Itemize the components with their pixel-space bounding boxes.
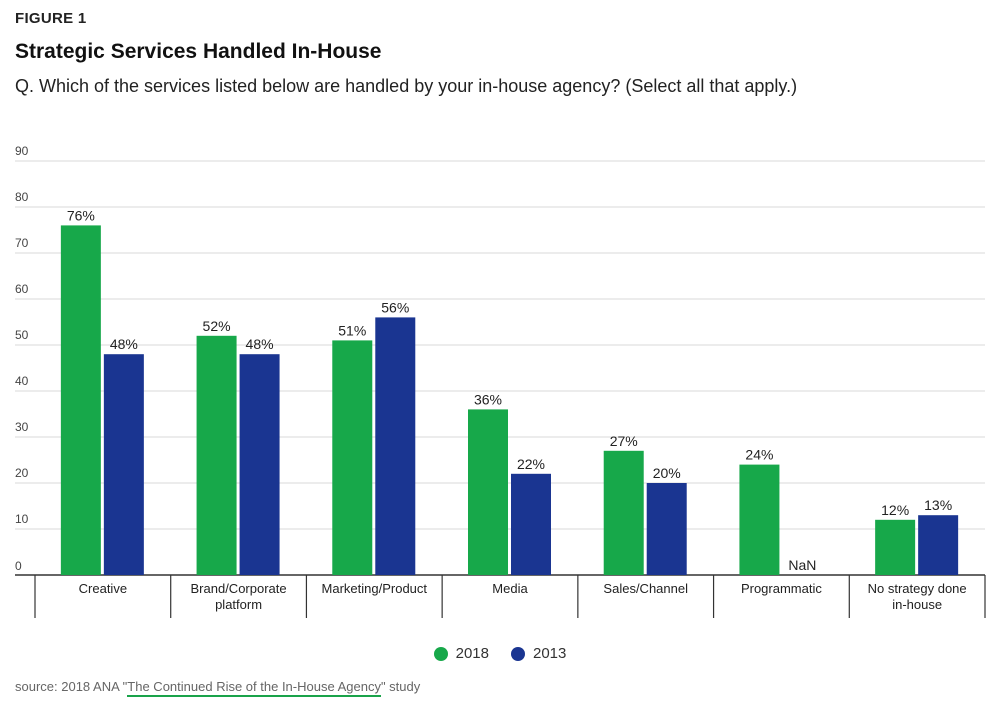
- source-suffix: " study: [380, 679, 421, 694]
- y-tick-label: 50: [15, 328, 29, 342]
- data-label: 27%: [610, 433, 638, 449]
- legend-item-2018: 2018: [433, 645, 489, 662]
- bar-2013: [239, 354, 280, 575]
- y-tick-label: 60: [15, 282, 29, 296]
- category-label: platform: [215, 597, 262, 612]
- bar-2018: [603, 450, 644, 575]
- y-tick-label: 10: [15, 512, 29, 526]
- data-label: 48%: [110, 336, 138, 352]
- legend: 2018 2013: [0, 645, 1000, 662]
- y-tick-label: 80: [15, 190, 29, 204]
- chart-subtitle: Q. Which of the services listed below ar…: [15, 76, 798, 96]
- y-tick-label: 30: [15, 420, 29, 434]
- source-note: source: 2018 ANA "The Continued Rise of …: [15, 679, 421, 697]
- legend-label-2018: 2018: [455, 645, 489, 662]
- legend-item-2013: 2013: [511, 645, 566, 662]
- bar-2018: [60, 225, 101, 575]
- data-label: 22%: [517, 456, 545, 472]
- y-tick-label: 90: [15, 144, 29, 158]
- legend-swatch-2018: [433, 646, 448, 661]
- legend-swatch-2013: [511, 646, 525, 661]
- bar-2013: [375, 317, 416, 575]
- category-label: Media: [492, 581, 528, 596]
- category-label: No strategy done: [868, 581, 967, 596]
- data-label: 76%: [67, 207, 95, 223]
- y-tick-label: 40: [15, 374, 29, 388]
- data-label: NaN: [788, 557, 816, 573]
- y-tick-label: 0: [15, 559, 22, 573]
- category-label: in-house: [892, 597, 942, 612]
- data-label: 56%: [381, 299, 409, 315]
- bar-2013: [918, 515, 959, 575]
- data-label: 36%: [474, 391, 502, 407]
- category-label: Creative: [79, 581, 127, 596]
- source-link[interactable]: The Continued Rise of the In-House Agenc…: [127, 679, 381, 697]
- y-tick-label: 70: [15, 236, 29, 250]
- data-label: 24%: [745, 447, 773, 463]
- bar-2018: [875, 519, 916, 575]
- category-label: Marketing/Product: [322, 581, 428, 596]
- category-label: Sales/Channel: [603, 581, 688, 596]
- y-tick-label: 20: [15, 466, 29, 480]
- bar-2018: [332, 340, 373, 575]
- bar-2013: [511, 473, 551, 575]
- bar-2013: [103, 354, 144, 575]
- bar-2013: [646, 483, 687, 575]
- bar-2018: [468, 409, 508, 575]
- data-label: 52%: [203, 318, 231, 334]
- bar-2018: [739, 464, 780, 575]
- bar-2018: [196, 335, 237, 575]
- data-label: 20%: [653, 465, 681, 481]
- source-prefix: source: 2018 ANA ": [15, 679, 128, 694]
- data-label: 13%: [924, 497, 952, 513]
- category-label: Brand/Corporate: [191, 581, 287, 596]
- data-label: 48%: [246, 336, 274, 352]
- category-label: Programmatic: [741, 581, 822, 596]
- figure-label: FIGURE 1: [15, 10, 87, 27]
- data-label: 51%: [338, 322, 366, 338]
- legend-label-2013: 2013: [533, 645, 567, 662]
- data-label: 12%: [881, 502, 909, 518]
- chart-title: Strategic Services Handled In-House: [15, 40, 382, 63]
